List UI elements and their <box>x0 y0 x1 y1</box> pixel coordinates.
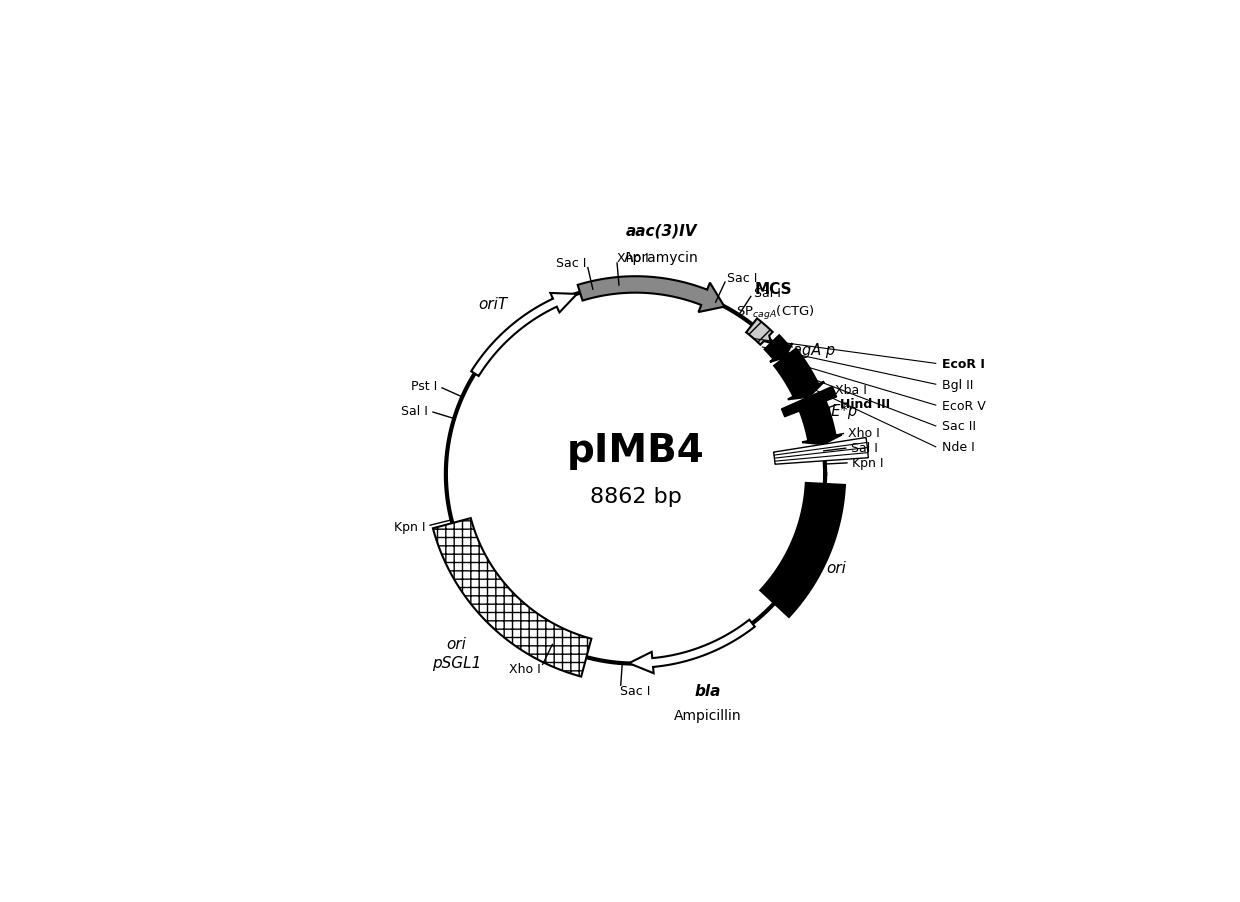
Text: Hind III: Hind III <box>841 398 890 410</box>
Text: bla: bla <box>694 683 722 698</box>
Text: Kpn I: Kpn I <box>393 520 425 533</box>
Polygon shape <box>781 387 837 418</box>
Polygon shape <box>774 349 825 400</box>
Polygon shape <box>774 438 868 465</box>
Text: aac(3)IV: aac(3)IV <box>625 224 697 238</box>
Text: SP$_{cagA}$(CTG): SP$_{cagA}$(CTG) <box>737 304 815 322</box>
Text: EcoR V: EcoR V <box>942 400 986 412</box>
Text: Sal I: Sal I <box>851 442 878 455</box>
Text: Nde I: Nde I <box>942 441 975 454</box>
Text: Sac II: Sac II <box>942 420 976 433</box>
Text: Xho I: Xho I <box>616 253 649 265</box>
Text: Bgl II: Bgl II <box>942 378 973 391</box>
Text: Sal I: Sal I <box>754 286 780 299</box>
Text: MCS: MCS <box>754 281 792 296</box>
Polygon shape <box>746 319 773 345</box>
Polygon shape <box>800 401 842 445</box>
Text: oriT: oriT <box>477 297 507 312</box>
Text: Sac I: Sac I <box>620 684 651 697</box>
Text: pIMB4: pIMB4 <box>567 431 704 469</box>
Text: Apramycin: Apramycin <box>624 251 698 264</box>
Text: Sac I: Sac I <box>727 272 758 285</box>
Text: Xho I: Xho I <box>508 663 541 676</box>
Polygon shape <box>578 277 724 313</box>
Text: Sac I: Sac I <box>557 257 587 270</box>
Polygon shape <box>433 519 591 676</box>
Text: ori
pSGL1: ori pSGL1 <box>432 636 481 670</box>
Text: Xho I: Xho I <box>848 427 880 439</box>
Polygon shape <box>765 336 792 363</box>
Text: Xba I: Xba I <box>835 383 867 396</box>
Text: cagA p: cagA p <box>785 343 835 357</box>
Polygon shape <box>471 294 577 376</box>
Polygon shape <box>629 620 755 674</box>
Text: 8862 bp: 8862 bp <box>589 486 682 507</box>
Text: ermE*p: ermE*p <box>802 403 857 419</box>
Text: Pst I: Pst I <box>412 380 438 393</box>
Text: Kpn I: Kpn I <box>852 456 884 470</box>
Text: Sal I: Sal I <box>402 405 428 418</box>
Text: Ampicillin: Ampicillin <box>675 709 742 723</box>
Text: EcoR I: EcoR I <box>942 357 985 371</box>
Text: ori: ori <box>826 561 846 575</box>
Polygon shape <box>760 483 844 617</box>
